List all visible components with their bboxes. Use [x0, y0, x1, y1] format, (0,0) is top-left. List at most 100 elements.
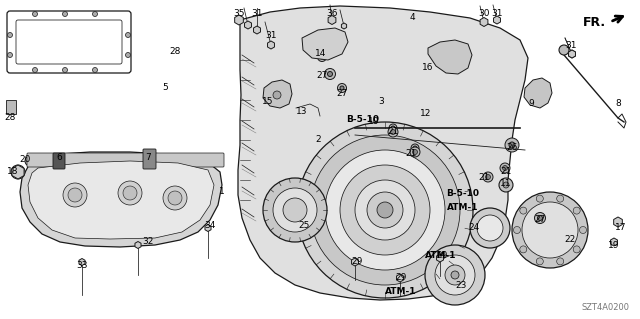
Circle shape [320, 55, 324, 59]
Circle shape [125, 53, 131, 57]
Circle shape [390, 130, 396, 135]
Circle shape [8, 53, 13, 57]
Circle shape [522, 202, 578, 258]
Polygon shape [568, 50, 575, 58]
Circle shape [503, 182, 509, 188]
Text: 7: 7 [145, 152, 151, 161]
Circle shape [68, 188, 82, 202]
Circle shape [477, 215, 503, 241]
Circle shape [557, 195, 564, 202]
Text: 10: 10 [368, 117, 380, 127]
Text: 22: 22 [564, 234, 575, 243]
Text: 16: 16 [422, 63, 434, 72]
Text: B-5-10: B-5-10 [346, 115, 380, 124]
Text: 20: 20 [19, 155, 31, 165]
Circle shape [8, 33, 13, 38]
Circle shape [445, 265, 465, 285]
Polygon shape [263, 80, 292, 108]
Text: 29: 29 [436, 251, 448, 261]
Polygon shape [397, 274, 403, 282]
Polygon shape [302, 28, 348, 60]
Polygon shape [480, 18, 488, 26]
Circle shape [559, 45, 569, 55]
Circle shape [520, 246, 527, 253]
Circle shape [367, 192, 403, 228]
Polygon shape [524, 78, 552, 108]
Polygon shape [244, 21, 252, 29]
Polygon shape [614, 217, 622, 227]
Circle shape [340, 165, 430, 255]
Text: 28: 28 [4, 114, 16, 122]
Text: 36: 36 [326, 9, 338, 18]
Circle shape [512, 192, 588, 268]
Circle shape [118, 181, 142, 205]
Circle shape [163, 186, 187, 210]
Circle shape [273, 188, 317, 232]
Circle shape [93, 68, 97, 72]
Text: 31: 31 [252, 9, 263, 18]
Polygon shape [12, 165, 24, 179]
Circle shape [536, 258, 543, 265]
Text: 18: 18 [7, 167, 19, 176]
Circle shape [410, 147, 420, 157]
Text: 8: 8 [615, 99, 621, 108]
Circle shape [325, 150, 445, 270]
Text: 28: 28 [170, 48, 180, 56]
Circle shape [411, 144, 419, 152]
Circle shape [538, 216, 543, 220]
Polygon shape [20, 152, 222, 247]
Text: 3: 3 [378, 97, 384, 106]
Circle shape [123, 186, 137, 200]
Polygon shape [28, 161, 214, 239]
Polygon shape [135, 241, 141, 249]
Circle shape [520, 207, 527, 214]
Text: 31: 31 [492, 9, 503, 18]
Circle shape [317, 53, 326, 62]
Bar [6, 100, 16, 114]
Text: 11: 11 [500, 179, 512, 188]
Circle shape [340, 86, 344, 90]
Circle shape [502, 166, 508, 170]
Circle shape [168, 191, 182, 205]
Text: 23: 23 [455, 280, 467, 290]
Text: ATM-1: ATM-1 [447, 203, 479, 211]
Circle shape [499, 178, 513, 192]
Text: 29: 29 [396, 272, 406, 281]
Polygon shape [611, 238, 618, 246]
Text: 15: 15 [262, 97, 274, 106]
Text: 4: 4 [409, 13, 415, 23]
Polygon shape [253, 26, 260, 34]
Text: 32: 32 [142, 238, 154, 247]
FancyBboxPatch shape [53, 153, 65, 169]
Text: SZT4A0200: SZT4A0200 [582, 303, 630, 312]
Text: 21: 21 [500, 167, 512, 175]
FancyBboxPatch shape [143, 149, 156, 169]
Circle shape [536, 195, 543, 202]
Text: 27: 27 [316, 71, 328, 80]
Circle shape [557, 258, 564, 265]
Text: 17: 17 [615, 224, 627, 233]
Text: 14: 14 [316, 48, 326, 57]
Circle shape [513, 226, 520, 234]
Circle shape [33, 68, 38, 72]
Circle shape [63, 68, 67, 72]
Text: 13: 13 [296, 108, 308, 116]
Circle shape [579, 226, 586, 234]
Polygon shape [328, 16, 336, 25]
Polygon shape [268, 41, 275, 49]
Circle shape [263, 178, 327, 242]
Circle shape [328, 71, 333, 77]
Circle shape [505, 138, 519, 152]
Text: FR.: FR. [583, 16, 606, 28]
Text: 6: 6 [56, 152, 62, 161]
Circle shape [310, 135, 460, 285]
Text: 34: 34 [204, 220, 216, 229]
Circle shape [470, 208, 510, 248]
Circle shape [413, 146, 417, 150]
Circle shape [388, 127, 398, 137]
Text: 25: 25 [298, 221, 310, 231]
Text: 19: 19 [608, 241, 620, 249]
Polygon shape [493, 16, 500, 24]
Text: ATM-1: ATM-1 [385, 286, 417, 295]
Circle shape [324, 69, 335, 79]
